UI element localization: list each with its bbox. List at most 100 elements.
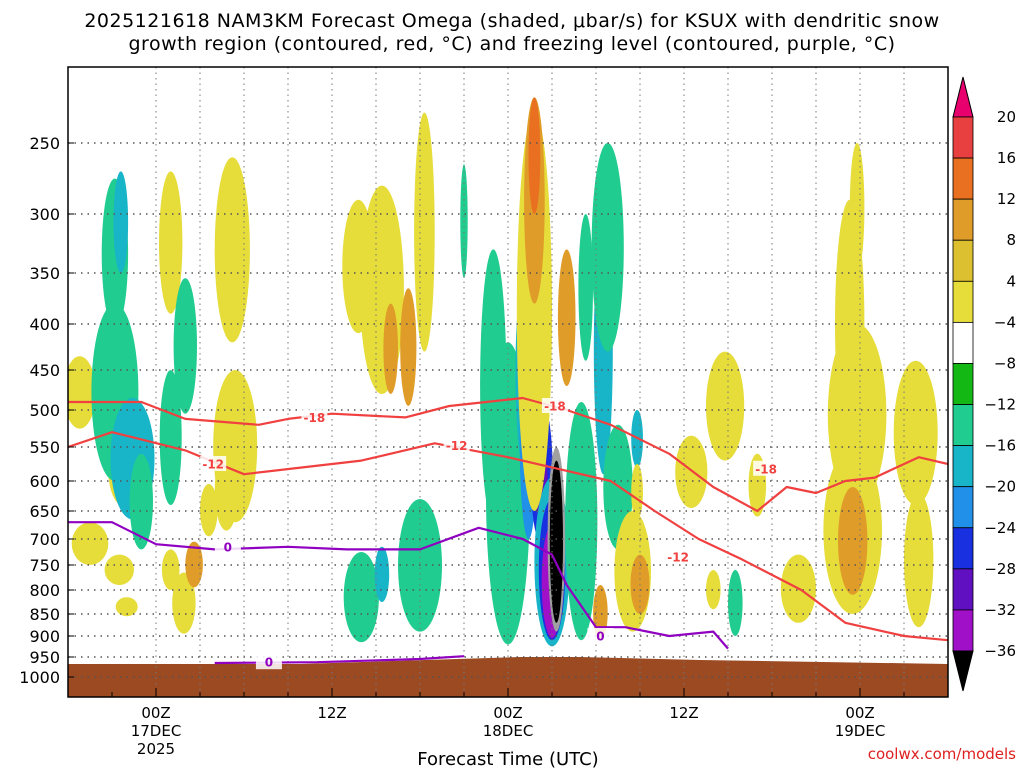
y-tick-label: 700 (29, 530, 60, 549)
y-tick-label: 350 (29, 264, 60, 283)
colorbar-label: −16 (984, 437, 1016, 455)
colorbar-label: 4 (1006, 272, 1016, 290)
colorbar-swatch (952, 198, 974, 241)
contour-label: 0 (224, 540, 232, 554)
colorbar-swatch (952, 404, 974, 447)
colorbar-label: −12 (984, 396, 1016, 414)
y-tick-label: 850 (29, 605, 60, 624)
omega-cell (214, 157, 250, 343)
colorbar-label: 8 (1006, 231, 1016, 249)
contour-label-bg (541, 398, 568, 413)
contour-label-bg (200, 456, 227, 471)
colorbar-label: −20 (984, 478, 1016, 496)
y-tick-label: 950 (29, 648, 60, 667)
omega-cell (728, 570, 743, 636)
omega-cell (383, 303, 399, 394)
omega-cell (591, 143, 624, 352)
colorbar-label: −24 (984, 519, 1016, 537)
colorbar-arrow-bottom (952, 650, 974, 692)
y-tick-label: 250 (29, 134, 60, 153)
colorbar-swatch (952, 486, 974, 529)
x-tick-date: 19DEC (835, 722, 886, 740)
colorbar-swatch (952, 239, 974, 282)
omega-cell (706, 351, 745, 461)
omega-cell (129, 453, 153, 550)
omega-cell (374, 546, 390, 603)
omega-cell (893, 360, 938, 505)
contour-line (68, 396, 948, 513)
contour-label: -18 (755, 462, 777, 476)
omega-cell (706, 570, 721, 610)
omega-cell (400, 288, 417, 406)
contour-line (68, 521, 729, 650)
omega-cell (113, 171, 129, 273)
contour-label-bg (587, 628, 614, 643)
omega-cell (557, 249, 576, 386)
y-tick-label: 650 (29, 502, 60, 521)
omega-cell (904, 492, 934, 628)
y-tick-label: 600 (29, 472, 60, 491)
y-tick-label: 750 (29, 556, 60, 575)
colorbar-swatch (952, 363, 974, 405)
contour-label-bg (443, 437, 470, 453)
contour-label-bg (665, 549, 692, 565)
y-tick-label: 400 (29, 315, 60, 334)
omega-cell (528, 97, 541, 214)
omega-cell (838, 487, 868, 595)
omega-cell (849, 143, 865, 273)
omega-cell (159, 370, 182, 505)
y-tick-label: 300 (29, 205, 60, 224)
colorbar-label: −28 (984, 560, 1016, 578)
colorbar-arrow-top (952, 76, 974, 118)
colorbar-swatch (952, 609, 974, 652)
omega-cell (200, 484, 218, 537)
x-tick-label: 00Z (141, 704, 170, 722)
x-tick-label: 12Z (317, 704, 346, 722)
colorbar-swatch (952, 321, 974, 364)
omega-cell (159, 171, 183, 314)
y-tick-label: 800 (29, 581, 60, 600)
omega-cell (343, 552, 379, 643)
colorbar-label: 20 (997, 108, 1016, 126)
colorbar-swatch (952, 568, 974, 611)
x-tick-label: 12Z (669, 704, 698, 722)
contour-label-bg (753, 460, 780, 476)
colorbar: 20 16 12 8 4 −4 −8 −12 −16 −20 −24 −28 −32 −36 (952, 76, 1016, 692)
contour-label: 0 (265, 656, 273, 670)
contour-label-bg (255, 654, 282, 670)
x-axis-label: Forecast Time (UTC) (417, 749, 598, 768)
contour-label-bg (214, 538, 241, 554)
watermark: coolwx.com/models (868, 745, 1016, 763)
y-tick-label: 1000 (19, 668, 60, 687)
omega-cell (161, 549, 180, 590)
y-tick-label: 450 (29, 361, 60, 380)
omega-cell (578, 214, 593, 361)
omega-cell (631, 464, 643, 520)
omega-cell (565, 401, 598, 641)
omega-cell (172, 572, 196, 634)
y-tick-label: 900 (29, 627, 60, 646)
omega-cell (549, 460, 564, 623)
y-tick-label: 550 (29, 438, 60, 457)
colorbar-label: −32 (984, 601, 1016, 619)
colorbar-label: −4 (994, 313, 1016, 331)
contour-label: -12 (667, 551, 689, 565)
colorbar-swatch (952, 527, 974, 570)
omega-cell (185, 541, 203, 588)
colorbar-label: −8 (994, 354, 1016, 372)
contour-label-bg (301, 409, 328, 425)
colorbar-swatch (952, 116, 974, 159)
contour-label: -12 (202, 458, 224, 472)
x-tick-date: 17DEC (131, 722, 182, 740)
omega-cell (675, 435, 708, 508)
chart-title-line2: growth region (contoured, red, °C) and f… (128, 33, 896, 55)
omega-cell (104, 554, 134, 585)
omega-cell (414, 112, 435, 352)
pressure-axis: 250 300 350 400 450 500 550 600 650 700 750 800 850 9… (19, 134, 74, 687)
contour-labels: -18 -18 -18 -12 -12 -12 0 0 0 (200, 398, 780, 670)
colorbar-swatch (952, 445, 974, 488)
omega-cell (71, 522, 109, 565)
colorbar-swatch (952, 157, 974, 200)
